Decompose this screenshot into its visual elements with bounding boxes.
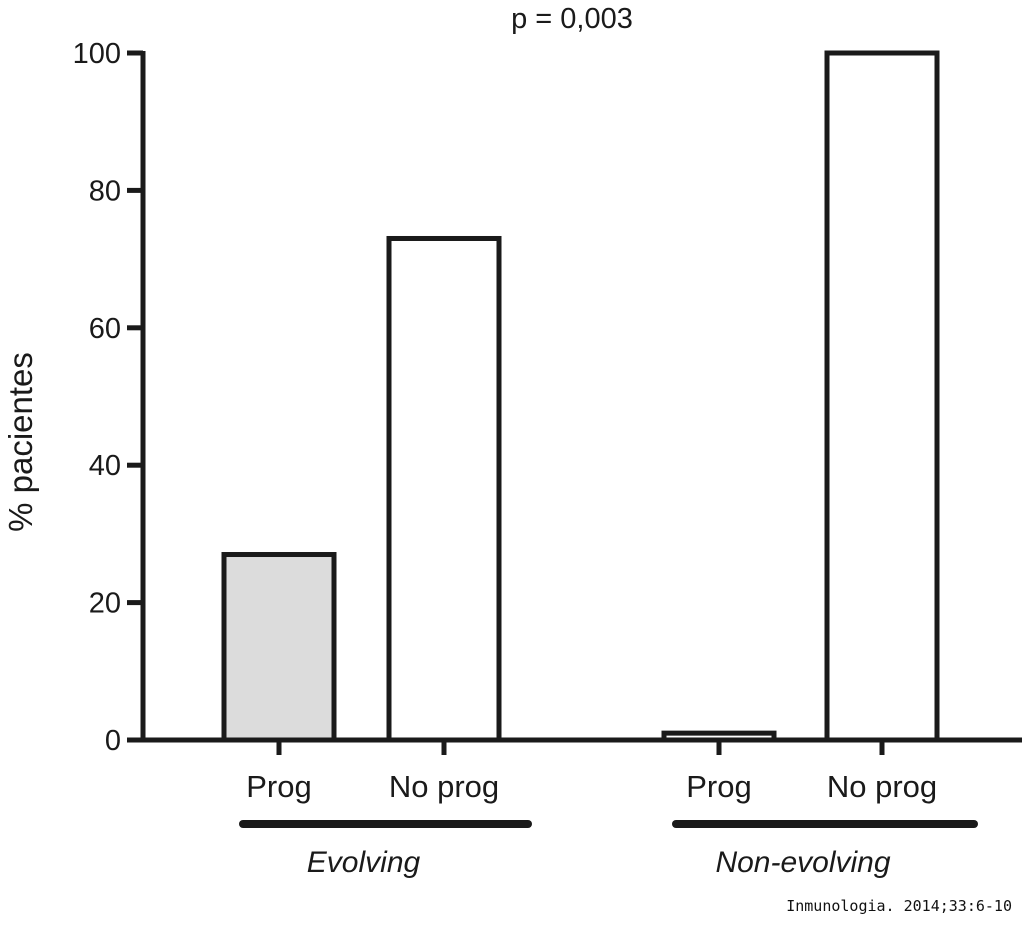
x-category-label: Prog <box>246 769 311 804</box>
x-category-label: No prog <box>827 769 937 804</box>
p-value-annotation: p = 0,003 <box>511 3 633 35</box>
y-axis-title: % pacientes <box>2 352 39 532</box>
bar-1 <box>221 552 337 743</box>
source-credit: Inmunologia. 2014;33:6-10 <box>786 897 1012 915</box>
bar-4 <box>824 50 940 743</box>
y-tick-label: 80 <box>89 175 121 207</box>
group-label: Evolving <box>307 846 421 879</box>
y-tick-label: 60 <box>89 313 121 345</box>
y-tick-label: 40 <box>89 450 121 482</box>
x-category-label: No prog <box>389 769 499 804</box>
group-label: Non-evolving <box>715 846 890 879</box>
y-tick-label: 0 <box>105 725 121 757</box>
y-tick-label: 100 <box>73 38 121 70</box>
bar-2 <box>386 235 502 743</box>
y-tick-label: 20 <box>89 588 121 620</box>
plot-area: 0 20 40 60 80 100 Prog No prog Prog No prog Evolvi… <box>73 38 1022 879</box>
x-category-label: Prog <box>686 769 751 804</box>
